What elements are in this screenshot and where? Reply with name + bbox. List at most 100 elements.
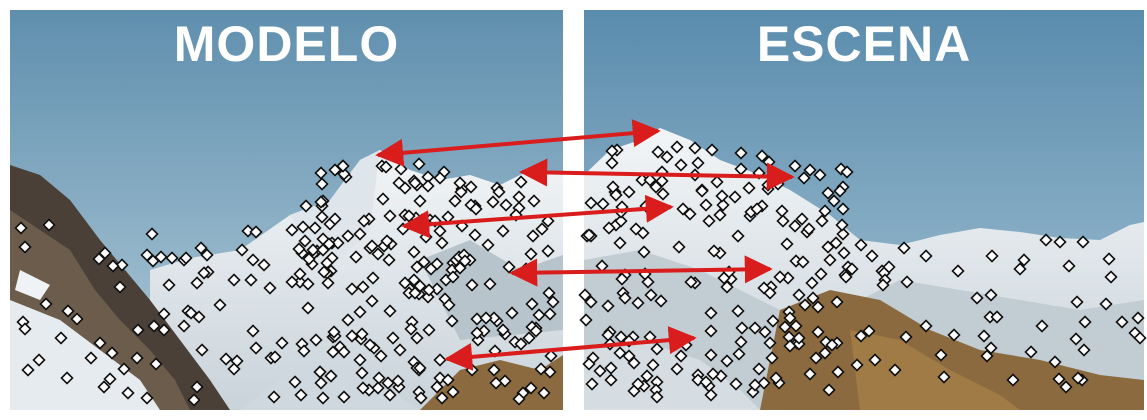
keypoint-marker [919,249,933,263]
keypoint-marker [97,380,111,394]
keypoint-marker [854,238,868,252]
keypoint-marker [365,239,379,253]
keypoint-marker [42,218,56,232]
keypoint-marker [408,286,422,300]
keypoint-marker [752,362,766,376]
keypoint-marker [446,385,460,399]
keypoint-marker [404,322,418,336]
keypoint-marker [464,180,478,194]
keypoint-marker [706,367,720,381]
keypoint-marker [773,270,787,284]
keypoint-marker [190,276,204,290]
keypoint-marker [131,323,145,337]
keypoint-marker [1078,315,1092,329]
keypoint-marker [765,351,779,365]
keypoint-marker [829,236,843,250]
keypoint-marker [789,319,803,333]
keypoint-marker [301,277,315,291]
keypoint-marker [537,386,551,400]
keypoint-marker [792,331,806,345]
keypoint-marker [21,363,35,377]
keypoint-marker [937,370,951,384]
keypoint-marker [783,311,797,325]
keypoint-marker [371,381,385,395]
keypoint-marker [1039,233,1053,247]
keypoint-marker [408,176,422,190]
keypoint-marker [670,140,684,154]
keypoint-marker [296,220,310,234]
keypoint-marker [356,280,370,294]
keypoint-marker [321,276,335,290]
keypoint-marker [862,324,876,338]
keypoint-marker [14,221,28,235]
keypoint-marker [366,271,380,285]
keypoint-marker [285,275,299,289]
keypoint-marker [702,214,716,228]
keypoint-marker [748,378,762,392]
keypoint-marker [543,307,557,321]
keypoint-marker [731,229,745,243]
keypoint-marker [704,306,718,320]
keypoint-marker [353,353,367,367]
keypoint-marker [797,171,811,185]
keypoint-marker [70,312,84,326]
keypoint-marker [383,304,397,318]
keypoint-marker [823,253,837,267]
keypoint-marker [39,297,53,311]
keypoint-marker [640,369,654,383]
keypoint-marker [386,331,400,345]
keypoint-marker [833,184,847,198]
keypoint-marker [249,341,263,355]
keypoint-marker [326,345,340,359]
keypoint-marker [731,304,745,318]
keypoint-marker [839,270,853,284]
keypoint-marker [850,358,864,372]
keypoint-marker [430,380,444,394]
keypoint-marker [1048,355,1062,369]
keypoint-marker [298,234,312,248]
keypoint-marker [699,375,713,389]
keypoint-marker [117,362,131,376]
keypoint-marker [951,264,965,278]
keypoint-marker [430,282,444,296]
keypoint-marker [845,262,859,276]
keypoint-marker [512,392,526,406]
keypoint-marker [458,254,472,268]
keypoint-marker [585,377,599,391]
keypoint-marker [190,380,204,394]
keypoint-marker [734,335,748,349]
keypoint-marker [984,341,998,355]
keypoint-marker [306,243,320,257]
keypoint-marker [1077,343,1091,357]
keypoint-marker [349,250,363,264]
keypoint-marker [263,281,277,295]
keypoint-marker [292,242,306,256]
keypoint-marker [618,291,632,305]
keypoint-marker [822,383,836,397]
keypoint-marker [257,258,271,272]
keypoint-marker [382,253,396,267]
keypoint-marker [84,351,98,365]
keypoint-marker [357,214,371,228]
keypoint-marker [720,354,734,368]
keypoint-marker [308,221,322,235]
keypoint-marker [54,331,68,345]
keypoint-marker [417,255,431,269]
keypoint-marker [796,255,810,269]
keypoint-marker [249,225,263,239]
keypoint-marker [140,248,154,262]
keypoint-marker [732,347,746,361]
keypoint-marker [524,381,538,395]
keypoint-marker [704,388,718,402]
keypoint-marker [836,227,850,241]
keypoint-marker [18,240,32,254]
keypoint-marker [380,234,394,248]
keypoint-marker [435,236,449,250]
keypoint-marker [818,204,832,218]
match-arrow [375,119,661,167]
keypoint-marker [200,248,214,262]
keypoint-marker [780,237,794,251]
keypoint-marker [897,241,911,255]
keypoint-marker [316,391,330,405]
